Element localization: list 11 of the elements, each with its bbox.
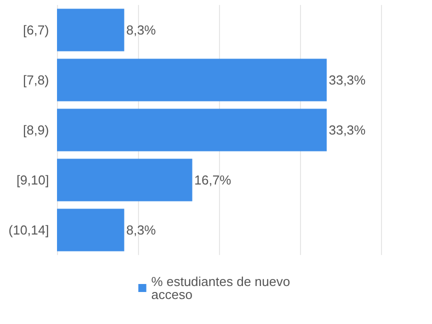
y-tick-label: [8,9) [22, 122, 49, 138]
y-tick-label: [9,10] [16, 172, 49, 188]
y-tick-label: [6,7) [22, 22, 49, 38]
legend-label: % estudiantes de nuevo acceso [151, 274, 294, 302]
y-tick-label: (10,14] [8, 222, 49, 238]
data-label: 33,3% [328, 122, 366, 138]
data-label: 8,3% [126, 222, 156, 238]
data-label: 33,3% [328, 72, 366, 88]
data-label: 16,7% [194, 172, 232, 188]
y-tick-label: [7,8) [22, 72, 49, 88]
data-label: 8,3% [126, 22, 156, 38]
